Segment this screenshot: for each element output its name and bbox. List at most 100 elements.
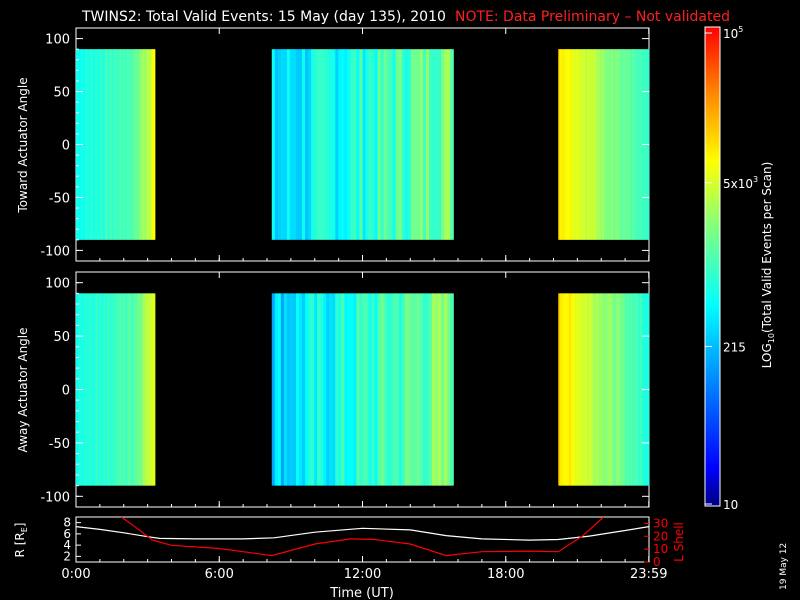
toward-heatmap-cell <box>588 49 591 240</box>
toward-heatmap-cell <box>289 49 294 240</box>
away-heatmap-cell <box>407 293 412 486</box>
away-heatmap-cell <box>580 293 584 486</box>
away-heatmap-cell <box>583 293 587 486</box>
toward-heatmap-cell <box>389 49 394 240</box>
away-heatmap-cell <box>128 293 131 486</box>
toward-heatmap-cell <box>401 49 406 240</box>
toward-heatmap-cell <box>86 49 89 240</box>
toward-y-tick-label: 0 <box>62 139 70 154</box>
toward-heatmap-cell <box>141 49 144 240</box>
away-heatmap-cell <box>368 293 373 486</box>
away-heatmap-cell <box>429 293 433 486</box>
away-heatmap-cell <box>624 293 627 486</box>
away-heatmap-cell <box>110 293 113 486</box>
away-heatmap-cell <box>636 293 639 486</box>
away-heatmap-cell <box>144 293 147 486</box>
away-heatmap-cell <box>398 293 403 486</box>
away-heatmap-panel: 100 50 0 -50 -100 Away Actuator Angle <box>16 271 650 508</box>
toward-heatmap-cell <box>639 49 642 240</box>
toward-heatmap-cell <box>99 49 102 240</box>
away-heatmap-cell <box>447 293 451 486</box>
away-heatmap-cell <box>605 293 608 486</box>
toward-heatmap-cell <box>419 49 424 240</box>
toward-heatmap-cell <box>102 49 105 240</box>
away-heatmap-cell <box>95 293 98 486</box>
toward-heatmap-cell <box>623 49 626 240</box>
away-heatmap-cell <box>298 293 303 486</box>
away-heatmap-cell <box>564 293 567 486</box>
away-heatmap-cell <box>111 293 114 486</box>
away-heatmap-cell <box>573 293 576 486</box>
toward-heatmap-cell <box>94 49 97 240</box>
toward-heatmap-cell <box>580 49 584 240</box>
away-heatmap-cell <box>444 293 448 486</box>
toward-heatmap-cell <box>636 49 639 240</box>
away-heatmap-cell <box>89 293 92 486</box>
colorbar-tick-label: 5x103 <box>723 175 758 191</box>
away-heatmap-cell <box>87 293 90 486</box>
toward-heatmap-cell <box>124 49 127 240</box>
away-heatmap-cell <box>116 293 119 486</box>
toward-heatmap-cell <box>627 49 630 240</box>
toward-heatmap-cell <box>356 49 361 240</box>
away-heatmap-cell <box>623 293 626 486</box>
toward-heatmap-cell <box>90 49 93 240</box>
toward-heatmap-cell <box>87 49 90 240</box>
toward-heatmap-cell <box>323 49 327 240</box>
toward-heatmap-cell <box>338 49 342 240</box>
away-y-tick-label: 0 <box>62 384 70 399</box>
toward-heatmap-cell <box>128 49 131 240</box>
away-heatmap-cell <box>103 293 106 486</box>
toward-heatmap-cell <box>146 49 149 240</box>
toward-heatmap-cell <box>114 49 116 240</box>
away-heatmap-cell <box>609 293 612 486</box>
toward-heatmap-cell <box>416 49 421 240</box>
away-y-tick-label: 100 <box>45 277 70 292</box>
away-heatmap-cell <box>441 293 445 486</box>
toward-heatmap-cell <box>131 49 134 240</box>
away-heatmap-cell <box>561 293 564 486</box>
away-heatmap-cell <box>308 293 312 486</box>
away-heatmap-cell <box>638 293 641 486</box>
toward-heatmap-cell <box>149 49 152 240</box>
away-heatmap-cell <box>129 293 132 486</box>
away-data-block <box>271 293 454 486</box>
away-heatmap-cell <box>344 293 348 486</box>
away-heatmap-cell <box>292 293 297 486</box>
x-tick-label: 12:00 <box>344 567 381 582</box>
toward-heatmap-cell <box>632 49 635 240</box>
away-heatmap-cell <box>562 293 565 486</box>
toward-heatmap-panel: 100 50 0 -50 -100 Toward Actuator Angle <box>16 27 650 262</box>
away-heatmap-cell <box>386 293 391 486</box>
toward-heatmap-cell <box>429 49 433 240</box>
away-heatmap-cell <box>608 293 611 486</box>
toward-heatmap-cell <box>320 49 324 240</box>
toward-heatmap-cell <box>107 49 110 240</box>
away-heatmap-cell <box>135 293 138 486</box>
toward-heatmap-cell <box>148 49 151 240</box>
away-heatmap-cell <box>571 293 574 486</box>
toward-heatmap-cell <box>595 49 599 240</box>
toward-heatmap-cell <box>292 49 297 240</box>
toward-heatmap-cell <box>561 49 564 240</box>
toward-heatmap-cell <box>119 49 122 240</box>
chart-title: TWINS2: Total Valid Events: 15 May (day … <box>81 9 446 25</box>
away-heatmap-cell <box>353 293 358 486</box>
toward-heatmap-cell <box>609 49 612 240</box>
away-heatmap-cell <box>114 293 116 486</box>
away-heatmap-cell <box>432 293 436 486</box>
orbit-left-tick-label: 8 <box>63 516 71 530</box>
toward-heatmap-cell <box>617 49 620 240</box>
toward-heatmap-cell <box>314 49 318 240</box>
toward-heatmap-cell <box>404 49 409 240</box>
toward-heatmap-cell <box>633 49 636 240</box>
away-heatmap-cell <box>286 293 291 486</box>
x-tick-label: 18:00 <box>487 567 524 582</box>
away-heatmap-cell <box>438 293 442 486</box>
toward-y-tick-label: -100 <box>40 244 70 259</box>
away-heatmap-cell <box>295 293 300 486</box>
away-heatmap-cell <box>574 293 577 486</box>
toward-heatmap-cell <box>559 49 562 240</box>
toward-heatmap-cell <box>441 49 445 240</box>
